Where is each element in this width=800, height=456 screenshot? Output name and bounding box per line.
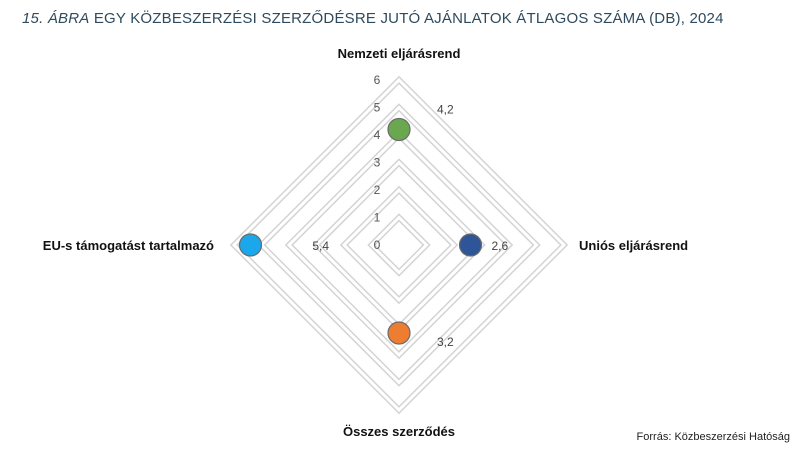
axis-label-unios: Uniós eljárásrend [579, 238, 688, 253]
data-point-nemzeti [387, 117, 411, 142]
data-point-eu [238, 233, 263, 257]
data-label-unios: 2,6 [492, 239, 509, 253]
axis-label-osszes: Összes szerződés [343, 424, 455, 439]
tick-label-3: 3 [374, 156, 381, 170]
grid-ring-gap-5 [259, 105, 539, 385]
data-label-osszes: 3,2 [437, 335, 454, 349]
tick-label-4: 4 [374, 128, 381, 142]
source-note: Forrás: Közbeszerzési Hatóság [636, 431, 790, 443]
tick-label-0: 0 [374, 238, 381, 252]
grid-ring-gap-4 [286, 132, 512, 358]
data-point-unios [458, 233, 483, 257]
grid-ring-gap-2 [341, 187, 457, 303]
grid-ring-gap-6 [231, 77, 567, 413]
grid-ring-2 [339, 185, 459, 305]
grid-ring-gap-1 [369, 215, 429, 275]
tick-label-6: 6 [374, 73, 381, 87]
axis-label-nemzeti: Nemzeti eljárásrend [338, 46, 461, 61]
chart-title: 15. ÁBRA EGY KÖZBESZERZÉSI SZERZŐDÉSRE J… [22, 10, 724, 27]
figure-number: 15. ÁBRA [22, 10, 90, 27]
data-label-eu: 5,4 [312, 239, 329, 253]
tick-label-2: 2 [374, 183, 381, 197]
tick-label-1: 1 [374, 211, 381, 225]
tick-label-5: 5 [374, 101, 381, 115]
data-point-osszes [387, 321, 411, 345]
data-label-nemzeti: 4,2 [437, 103, 454, 117]
axis-label-eu: EU-s támogatást tartalmazó [43, 238, 214, 253]
title-text: EGY KÖZBESZERZÉSI SZERZŐDÉSRE JUTÓ AJÁNL… [93, 10, 724, 27]
